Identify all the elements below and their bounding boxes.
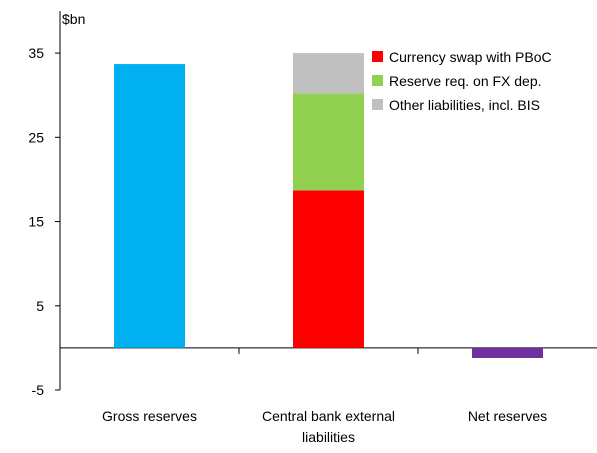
legend-label: Other liabilities, incl. BIS: [389, 97, 540, 113]
legend-label: Currency swap with PBoC: [389, 49, 552, 65]
x-category-label: Central bank external: [262, 408, 395, 424]
y-unit-label: $bn: [62, 11, 85, 27]
y-tick-label: 15: [28, 214, 44, 230]
bar-series-4-1: [293, 53, 364, 94]
y-tick-label: 35: [28, 45, 44, 61]
legend-swatch: [372, 51, 383, 62]
y-tick-label: 5: [36, 298, 44, 314]
legend: Currency swap with PBoC Reserve req. on F…: [372, 49, 552, 113]
legend-swatch: [372, 75, 383, 86]
legend-label: Reserve req. on FX dep.: [389, 73, 542, 89]
bar-net-2: [472, 347, 543, 358]
bars: [114, 53, 543, 358]
bar-gross-0: [114, 64, 185, 348]
labels: 35 25 15 5 -5 $bn Gross reserves Central bank e…: [28, 11, 547, 445]
bar-series-2-1: [293, 190, 364, 348]
y-tick-label: -5: [32, 382, 45, 398]
y-tick-label: 25: [28, 129, 44, 145]
x-category-label: Gross reserves: [102, 408, 197, 424]
x-category-label: Net reserves: [468, 408, 547, 424]
x-category-label: liabilities: [302, 429, 355, 445]
legend-swatch: [372, 99, 383, 110]
bar-series-3-1: [293, 93, 364, 191]
